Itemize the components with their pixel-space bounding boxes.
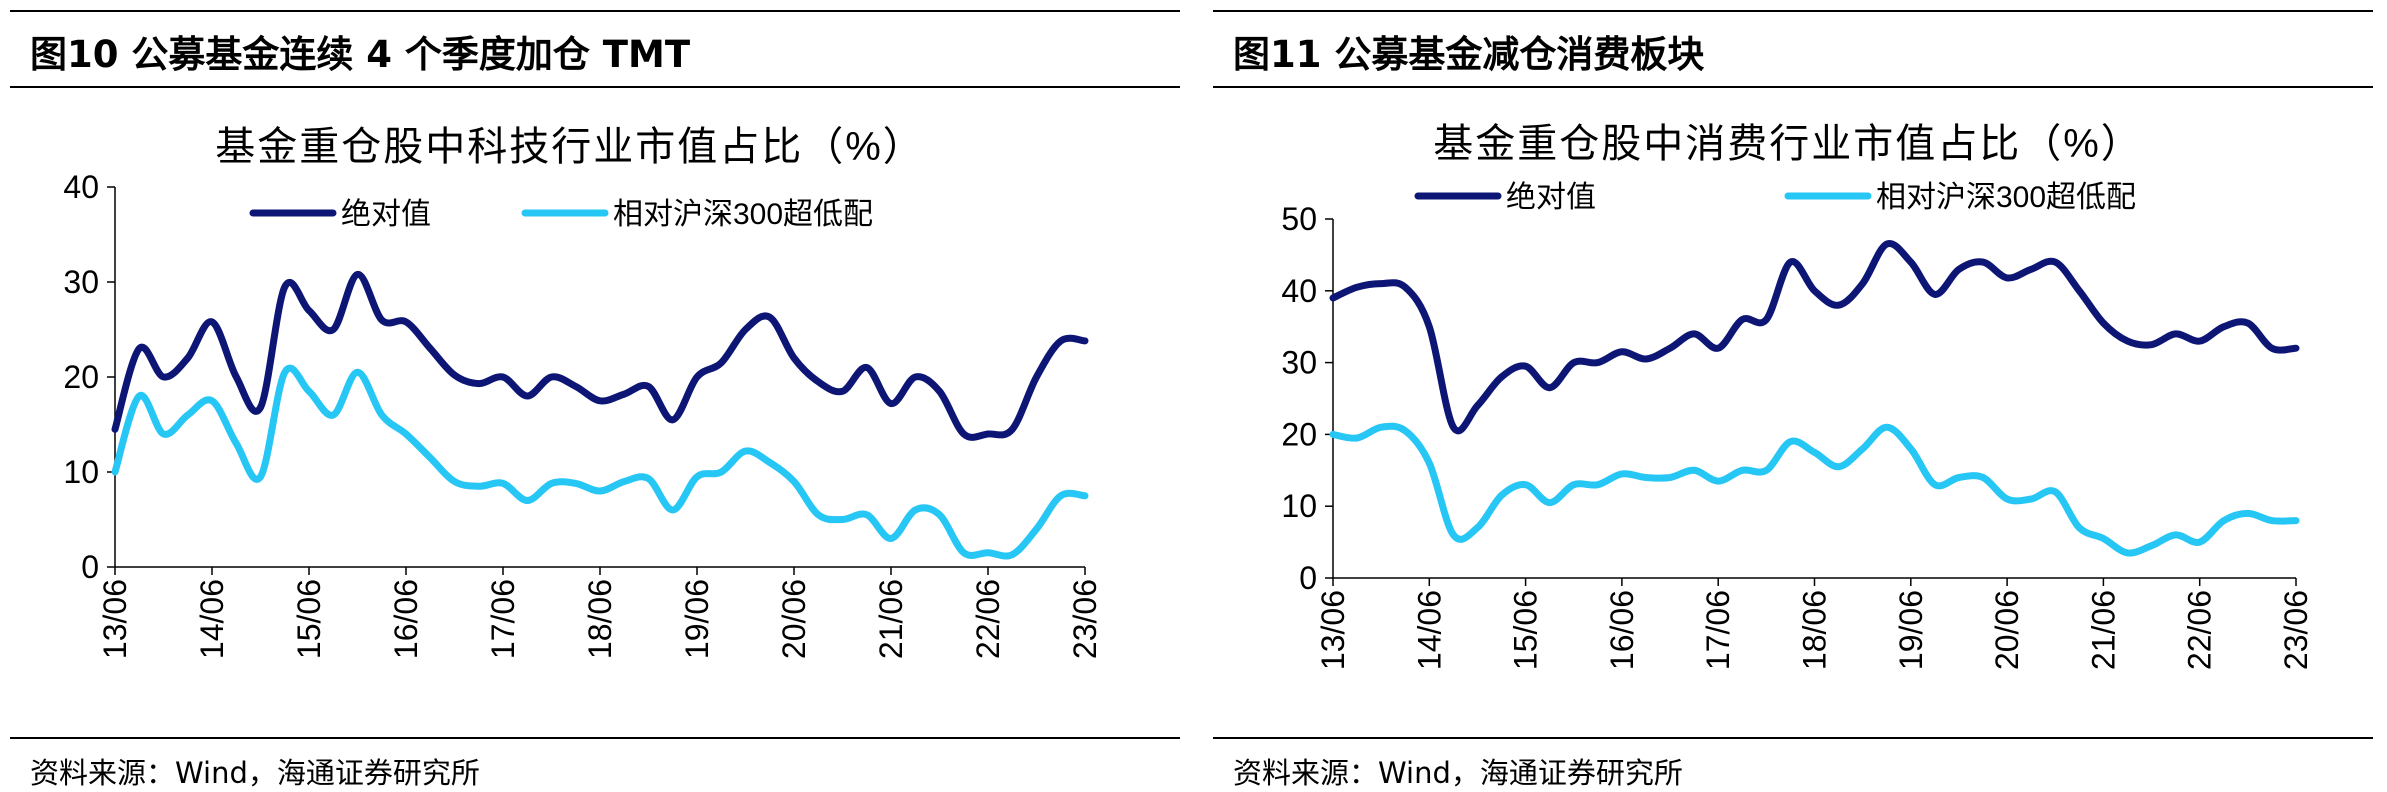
y-tick-label: 40 [1281, 273, 1317, 309]
x-tick-label: 23/06 [2278, 590, 2314, 670]
x-tick-label: 18/06 [582, 579, 618, 659]
bottom-rule [10, 737, 1180, 739]
y-tick-label: 10 [63, 454, 99, 490]
y-tick-label: 0 [1299, 560, 1317, 596]
y-tick-label: 40 [63, 169, 99, 205]
chart-title: 基金重仓股中科技行业市值占比（%） [215, 125, 925, 169]
heading-rule [1213, 86, 2373, 88]
series-line-absolute [111, 270, 1089, 441]
line-chart-tech: 基金重仓股中科技行业市值占比（%） 0 10 20 30 40 13/06 14/06 15/0… [63, 125, 1103, 659]
x-tick-label: 14/06 [1411, 590, 1447, 670]
x-tick-label: 16/06 [388, 579, 424, 659]
x-tick-label: 18/06 [1797, 590, 1833, 670]
x-tick-label: 15/06 [1508, 590, 1544, 670]
x-tick-label: 17/06 [485, 579, 521, 659]
y-tick-label: 10 [1281, 488, 1317, 524]
y-tick-label: 50 [1281, 201, 1317, 237]
source-note: 资料来源：Wind，海通证券研究所 [1233, 756, 1683, 790]
y-tick-label: 20 [1281, 416, 1317, 452]
chart-title: 基金重仓股中消费行业市值占比（%） [1433, 122, 2143, 166]
x-tick-label: 21/06 [2085, 590, 2121, 670]
y-tick-label: 0 [81, 549, 99, 585]
x-tick-label: 20/06 [1989, 590, 2025, 670]
x-tick-label: 19/06 [679, 579, 715, 659]
x-tick-label: 13/06 [97, 579, 133, 659]
series-line-relative [111, 364, 1089, 560]
x-tick-label: 20/06 [776, 579, 812, 659]
top-rule [10, 10, 1180, 12]
series-line-absolute [1329, 240, 2300, 435]
x-tick-label: 19/06 [1893, 590, 1929, 670]
legend-label: 绝对值 [341, 198, 431, 231]
y-tick-label: 30 [63, 264, 99, 300]
y-tick-label: 30 [1281, 345, 1317, 381]
x-tick-label: 16/06 [1604, 590, 1640, 670]
x-tick-label: 14/06 [194, 579, 230, 659]
source-note: 资料来源：Wind，海通证券研究所 [30, 756, 480, 790]
heading-rule [10, 86, 1180, 88]
x-tick-label: 21/06 [873, 579, 909, 659]
x-tick-label: 22/06 [970, 579, 1006, 659]
x-tick-label: 22/06 [2182, 590, 2218, 670]
x-tick-label: 17/06 [1700, 590, 1736, 670]
top-rule [1213, 10, 2373, 12]
y-tick-label: 20 [63, 359, 99, 395]
x-tick-label: 13/06 [1315, 590, 1351, 670]
legend-label: 相对沪深300超低配 [613, 198, 873, 231]
legend-label: 绝对值 [1506, 181, 1596, 214]
x-tick-label: 15/06 [291, 579, 327, 659]
figure-heading: 图10 公募基金连续 4 个季度加仓 TMT [30, 33, 691, 76]
figure-panel-left: 图10 公募基金连续 4 个季度加仓 TMT 基金重仓股中科技行业市值占比（%）… [10, 0, 1180, 791]
figure-heading: 图11 公募基金减仓消费板块 [1233, 33, 1705, 76]
series-line-relative [1329, 422, 2300, 557]
bottom-rule [1213, 737, 2373, 739]
line-chart-consumer: 基金重仓股中消费行业市值占比（%） 0 10 20 30 40 50 13/06 14/06 15… [1281, 122, 2314, 670]
figure-panel-right: 图11 公募基金减仓消费板块 基金重仓股中消费行业市值占比（%） 0 10 20 30 4… [1213, 0, 2373, 791]
x-tick-label: 23/06 [1067, 579, 1103, 659]
legend-label: 相对沪深300超低配 [1876, 181, 2136, 214]
